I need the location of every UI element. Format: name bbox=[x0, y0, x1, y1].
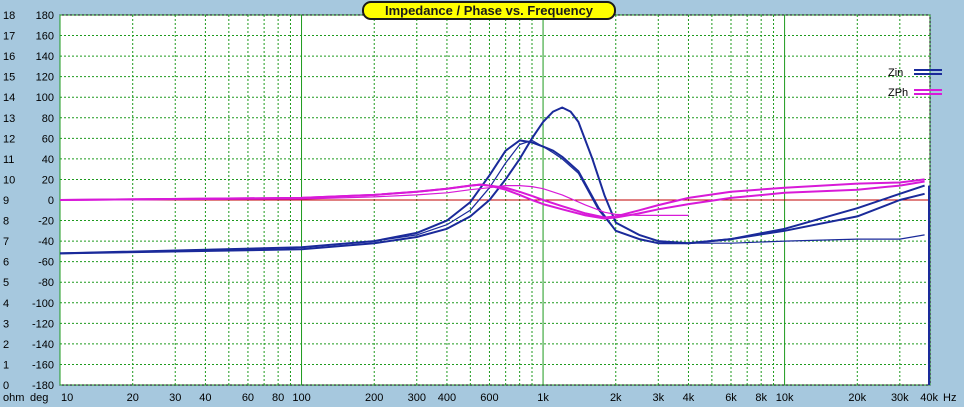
ohm-tick-label: 0 bbox=[3, 380, 9, 392]
deg-tick-label: -100 bbox=[32, 298, 54, 310]
series-group bbox=[59, 106, 930, 385]
deg-tick-label: 40 bbox=[42, 154, 54, 166]
ohm-tick-label: 18 bbox=[3, 10, 15, 22]
deg-tick-label: 60 bbox=[42, 133, 54, 145]
x-tick-label: 40 bbox=[199, 392, 211, 404]
x-tick-label: 20k bbox=[848, 392, 866, 404]
x-tick-label: 300 bbox=[408, 392, 426, 404]
right-axis-unit-label: deg bbox=[30, 392, 48, 404]
x-tick-label: 100 bbox=[292, 392, 310, 404]
x-tick-label: 6k bbox=[725, 392, 737, 404]
legend-label-zph: ZPh bbox=[888, 87, 908, 99]
x-tick-label: 4k bbox=[683, 392, 695, 404]
series-zph-line bbox=[59, 178, 925, 219]
deg-tick-label: 80 bbox=[42, 113, 54, 125]
x-tick-label: 80 bbox=[272, 392, 284, 404]
x-tick-label: 600 bbox=[480, 392, 498, 404]
ohm-tick-label: 4 bbox=[3, 298, 9, 310]
deg-tick-label: 180 bbox=[36, 10, 54, 22]
deg-tick-label: -120 bbox=[32, 318, 54, 330]
deg-tick-label: -60 bbox=[38, 257, 54, 269]
deg-tick-label: -180 bbox=[32, 380, 54, 392]
ohm-tick-label: 15 bbox=[3, 72, 15, 84]
deg-tick-label: 100 bbox=[36, 92, 54, 104]
x-tick-label: 10 bbox=[61, 392, 73, 404]
ohm-tick-label: 5 bbox=[3, 277, 9, 289]
ohm-tick-label: 8 bbox=[3, 216, 9, 228]
ohm-tick-label: 10 bbox=[3, 174, 15, 186]
ohm-tick-label: 12 bbox=[3, 133, 15, 145]
ohm-tick-label: 11 bbox=[3, 154, 14, 166]
x-tick-label: 30k bbox=[891, 392, 909, 404]
x-tick-label: 400 bbox=[438, 392, 456, 404]
deg-tick-label: -80 bbox=[38, 277, 54, 289]
x-tick-label: 1k bbox=[537, 392, 549, 404]
deg-tick-label: -40 bbox=[38, 236, 54, 248]
x-tick-label: 8k bbox=[755, 392, 767, 404]
deg-tick-label: 140 bbox=[36, 51, 54, 63]
deg-tick-label: -160 bbox=[32, 359, 54, 371]
series-zph-line bbox=[59, 185, 689, 216]
x-tick-label: 60 bbox=[242, 392, 254, 404]
deg-tick-label: -140 bbox=[32, 339, 54, 351]
ohm-tick-label: 2 bbox=[3, 339, 9, 351]
series-zin-line bbox=[59, 106, 925, 255]
x-tick-label: 40k bbox=[920, 392, 938, 404]
x-axis-unit-label: Hz bbox=[943, 392, 956, 404]
ohm-tick-label: 16 bbox=[3, 51, 15, 63]
ohm-tick-label: 13 bbox=[3, 113, 15, 125]
chart-title: Impedance / Phase vs. Frequency bbox=[362, 1, 616, 20]
x-tick-label: 20 bbox=[127, 392, 139, 404]
legend: Zin ZPh bbox=[888, 67, 942, 99]
deg-tick-label: -20 bbox=[38, 216, 54, 228]
ohm-tick-label: 7 bbox=[3, 236, 9, 248]
axis-tick-labels: 0123456789101112131415161718-180-160-140… bbox=[3, 10, 938, 404]
x-tick-label: 200 bbox=[365, 392, 383, 404]
legend-label-zin: Zin bbox=[888, 67, 903, 79]
deg-tick-label: 20 bbox=[42, 174, 54, 186]
ohm-tick-label: 17 bbox=[3, 31, 15, 43]
deg-tick-label: 160 bbox=[36, 31, 54, 43]
deg-tick-label: 0 bbox=[48, 195, 54, 207]
series-zin-line bbox=[59, 139, 925, 254]
left-axis-unit-label: ohm bbox=[3, 392, 24, 404]
x-tick-label: 3k bbox=[652, 392, 664, 404]
ohm-tick-label: 6 bbox=[3, 257, 9, 269]
x-tick-label: 10k bbox=[776, 392, 794, 404]
ohm-tick-label: 9 bbox=[3, 195, 9, 207]
deg-tick-label: 120 bbox=[36, 72, 54, 84]
x-tick-label: 2k bbox=[610, 392, 622, 404]
ohm-tick-label: 3 bbox=[3, 318, 9, 330]
x-tick-label: 30 bbox=[169, 392, 181, 404]
ohm-tick-label: 1 bbox=[3, 359, 9, 371]
ohm-tick-label: 14 bbox=[3, 92, 15, 104]
